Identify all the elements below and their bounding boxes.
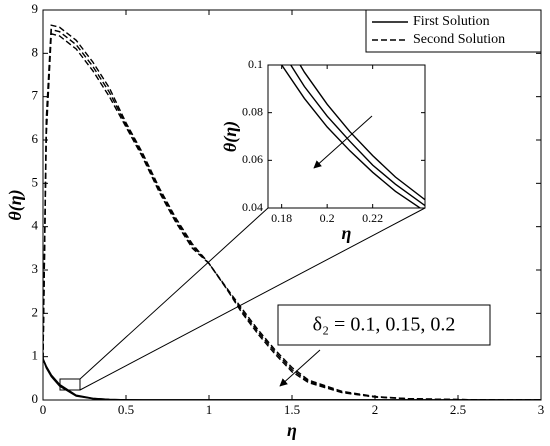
y-tick-label: 0 <box>32 391 39 406</box>
x-tick-label: 1.5 <box>284 402 300 417</box>
annotation-box <box>277 304 491 346</box>
connector <box>79 207 269 380</box>
x-tick-label: 3 <box>538 402 545 417</box>
zoom-box <box>59 378 81 391</box>
axes-box <box>42 9 542 401</box>
x-tick-label: 2 <box>372 402 379 417</box>
legend-label: Second Solution <box>413 32 505 47</box>
x-tick-label: 0.5 <box>118 402 134 417</box>
y-tick-label: 0.1 <box>248 57 263 71</box>
y-axis-label: θ(η) <box>220 121 241 152</box>
legend: First Solution Second Solution <box>365 9 542 53</box>
legend-box <box>365 9 542 53</box>
inset: 0.18 0.2 0.22 0.04 0.06 0.08 0.1 η θ(η) <box>220 57 426 243</box>
y-tick-label: 0.06 <box>242 152 263 166</box>
legend-label: First Solution <box>413 14 490 29</box>
y-tick-label: 0.04 <box>242 200 263 214</box>
annotation-arrow <box>279 349 321 387</box>
annotation: δ₂ = 0.1, 0.15, 0.2 <box>313 314 456 336</box>
y-tick-label: 5 <box>32 174 39 189</box>
y-tick-label: 2 <box>32 304 39 319</box>
y-tick-label: 7 <box>32 88 39 103</box>
x-tick-label: 0.18 <box>271 211 292 225</box>
x-tick-label: 1 <box>206 402 213 417</box>
y-tick-label: 0.08 <box>242 104 263 118</box>
curve <box>43 32 541 400</box>
x-tick-label: 0.2 <box>320 211 335 225</box>
y-tick-label: 8 <box>32 44 39 59</box>
x-tick-label: 0 <box>40 402 47 417</box>
y-tick-label: 6 <box>32 131 39 146</box>
y-tick-label: 1 <box>32 348 39 363</box>
curve <box>289 65 425 207</box>
y-tick-label: 9 <box>32 1 39 16</box>
y-tick-label: 4 <box>32 218 39 233</box>
connector <box>79 207 426 391</box>
x-axis-label: η <box>287 420 297 440</box>
x-tick-label: 0.22 <box>362 211 383 225</box>
x-axis-label: η <box>342 223 352 243</box>
curve <box>299 65 425 201</box>
x-tick-label: 2.5 <box>450 402 466 417</box>
y-tick-label: 3 <box>32 261 39 276</box>
curve <box>43 358 541 400</box>
y-axis-label: θ(η) <box>5 189 26 220</box>
axes-box <box>267 64 426 209</box>
curve <box>280 65 422 208</box>
inset-arrow <box>313 115 373 169</box>
